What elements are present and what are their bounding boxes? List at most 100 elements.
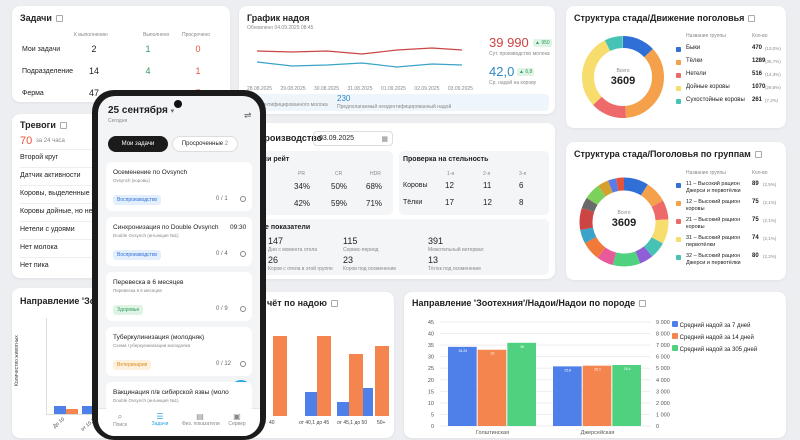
check-val: 12 [483, 198, 492, 207]
y2-tick: 5 000 [656, 366, 670, 372]
unidentified-caption-2: Предполагаемый неидентифицированный надо… [337, 104, 452, 110]
task-card[interactable]: Перевеска в 6 месяцев Перевеска в 6 месяц… [106, 272, 252, 321]
open-external-icon[interactable] [59, 122, 67, 130]
donut-slice-pregnant-heifers [582, 36, 664, 118]
legend-swatch [676, 255, 681, 260]
check-val: 6 [519, 181, 524, 190]
pregnancy-check-box: Проверка на стельность 1-я 2-я 3-я Коров… [399, 151, 549, 215]
task-progress: 0 / 4 [216, 251, 228, 257]
check-head: 1-я [447, 171, 455, 177]
alert-item[interactable]: Нетели с удоями [20, 226, 75, 233]
open-external-icon[interactable] [748, 15, 756, 23]
check-title: Проверка на стельность [403, 156, 489, 163]
check-row-label: Коровы [403, 182, 428, 189]
legend-pct: (2,1%) [763, 218, 777, 223]
y-tick: 15 [428, 389, 434, 395]
legend-count: 75 [752, 217, 759, 223]
date-tick: 01.09.2025 [380, 86, 406, 92]
donut-total: 3609 [610, 75, 636, 87]
donut-total-label: Всего [616, 68, 630, 74]
legend-head: Кол-во [752, 33, 768, 39]
task-card[interactable]: Туберкулинизация (молодняк) Схема туберку… [106, 327, 252, 376]
alerts-title: Тревоги [20, 120, 56, 130]
herd-structure-card: Структура стада/Движение поголовья Всего… [566, 6, 786, 128]
open-external-icon[interactable] [55, 15, 63, 23]
alerts-count: 70 [20, 135, 33, 147]
rate-val: 42% [294, 199, 311, 208]
task-title: Перевеска в 6 месяцев [113, 279, 184, 286]
tasks-card: Задачи К выполнению Выполнено Просрочено… [12, 6, 230, 102]
task-card[interactable]: Осеменение по Ovsynch Ovsynch (коровы) Вос… [106, 162, 252, 211]
task-title: Синхронизация по Double Ovsynch [113, 224, 219, 231]
x-tick: Голштинская [476, 430, 509, 436]
alert-item[interactable]: Второй круг [20, 154, 59, 161]
x-tick: от 45,1 до 50 [337, 420, 368, 426]
legend-head: Название группы [686, 33, 726, 39]
legend-count: 516 [752, 71, 763, 77]
phone-date[interactable]: 25 сентября ▾ [108, 105, 174, 116]
phone-date-text: 25 сентября [108, 105, 168, 116]
task-card[interactable]: Синхронизация по Double Ovsynch Double Ov… [106, 217, 252, 266]
nav-indicators[interactable]: ▤ Физ. показатели [182, 412, 220, 427]
date-picker[interactable]: 03.09.2025 ▦ [313, 131, 393, 146]
donut-slice-bulls [582, 36, 664, 118]
tab-overdue[interactable]: Просроченные 2 [172, 136, 238, 152]
phone-screen: 25 сентября ▾ Сегодня ⇌ Мои задачи Проср… [98, 96, 260, 436]
donut-total: 3609 [611, 217, 637, 229]
legend-swatch [676, 237, 681, 242]
legend-name: Быки [686, 45, 701, 51]
rate-head: CR [335, 171, 343, 177]
clock-icon [240, 251, 246, 257]
task-sub: Перевеска в 6 месяцев [113, 288, 162, 293]
unidentified-caption: Не идентифицированного молока [249, 102, 328, 108]
task-row-label[interactable]: Ферма [22, 90, 44, 97]
legend-item[interactable]: Средний надой за 305 дней [672, 344, 757, 356]
unidentified-value: 230 [337, 94, 351, 103]
legend-name: 12 – Высокий рацион коровы [686, 199, 741, 212]
check-row-label: Тёлки [403, 199, 423, 206]
nav-server[interactable]: ▣ Сервер [224, 412, 250, 427]
date-tick: 02.09.2025 [414, 86, 440, 92]
rate-val: 68% [366, 182, 383, 191]
avg-yield-line [256, 61, 463, 68]
open-external-icon[interactable] [330, 300, 338, 308]
y2-tick: 3 000 [656, 389, 670, 395]
date-axis: 28.08.2025 29.08.2025 30.08.2025 31.08.2025… [247, 86, 473, 92]
legend-name: 32 – Высокий рацион Джерси и первотёлки [686, 253, 741, 266]
bar [612, 364, 641, 426]
indicator-caption: Коров под осеменение [343, 266, 397, 272]
filter-icon[interactable]: ⇌ [244, 110, 252, 120]
yield-title: График надоя [247, 13, 310, 23]
task-card[interactable]: Вакцинация п/в сибирской язвы (моло Doubl… [106, 382, 252, 412]
group-structure-card: Структура стада/Поголовья по группам Все… [566, 142, 786, 280]
alert-item[interactable]: Датчик активности [20, 172, 81, 179]
legend-item[interactable]: Средний надой за 7 дней [672, 320, 757, 332]
milk-total-badge: ▲ 950 [533, 39, 552, 47]
donut-total-label: Всего [617, 210, 631, 216]
open-external-icon[interactable] [754, 151, 762, 159]
tab-my-tasks[interactable]: Мои задачи [108, 136, 168, 152]
alert-item[interactable]: Нет пика [20, 262, 49, 269]
alert-item[interactable]: Коровы, выделенные в [20, 190, 96, 197]
tasks-title: Задачи [20, 13, 52, 23]
y-tick: 45 [428, 320, 434, 326]
task-row-label[interactable]: Подразделение [22, 68, 74, 75]
indicator-caption: Дни с момента отела [268, 247, 318, 253]
legend-head: Кол-во [752, 170, 768, 176]
bar [448, 346, 477, 426]
task-sub: Схема туберкулинизации молодняка [113, 343, 191, 348]
nav-tasks[interactable]: ☰ Задачи [148, 412, 172, 427]
legend-count: 1289 [752, 58, 766, 64]
breed-yield-card: Направление 'Зоотехния'/Надои/Надои по п… [404, 292, 786, 438]
alert-item[interactable]: Нет молока [20, 244, 58, 251]
legend-item[interactable]: Средний надой за 14 дней [672, 332, 757, 344]
nav-search[interactable]: ⌕ Поиск [110, 412, 130, 428]
y2-tick: 9 000 [656, 320, 670, 326]
task-row-label[interactable]: Мои задачи [22, 46, 61, 53]
legend-pct: (35,7%) [765, 59, 781, 64]
indicator-value: 115 [343, 236, 358, 246]
open-external-icon[interactable] [639, 300, 647, 308]
group-donut [579, 177, 669, 267]
bar [317, 336, 331, 416]
alert-item[interactable]: Коровы дойные, но не [20, 208, 93, 215]
